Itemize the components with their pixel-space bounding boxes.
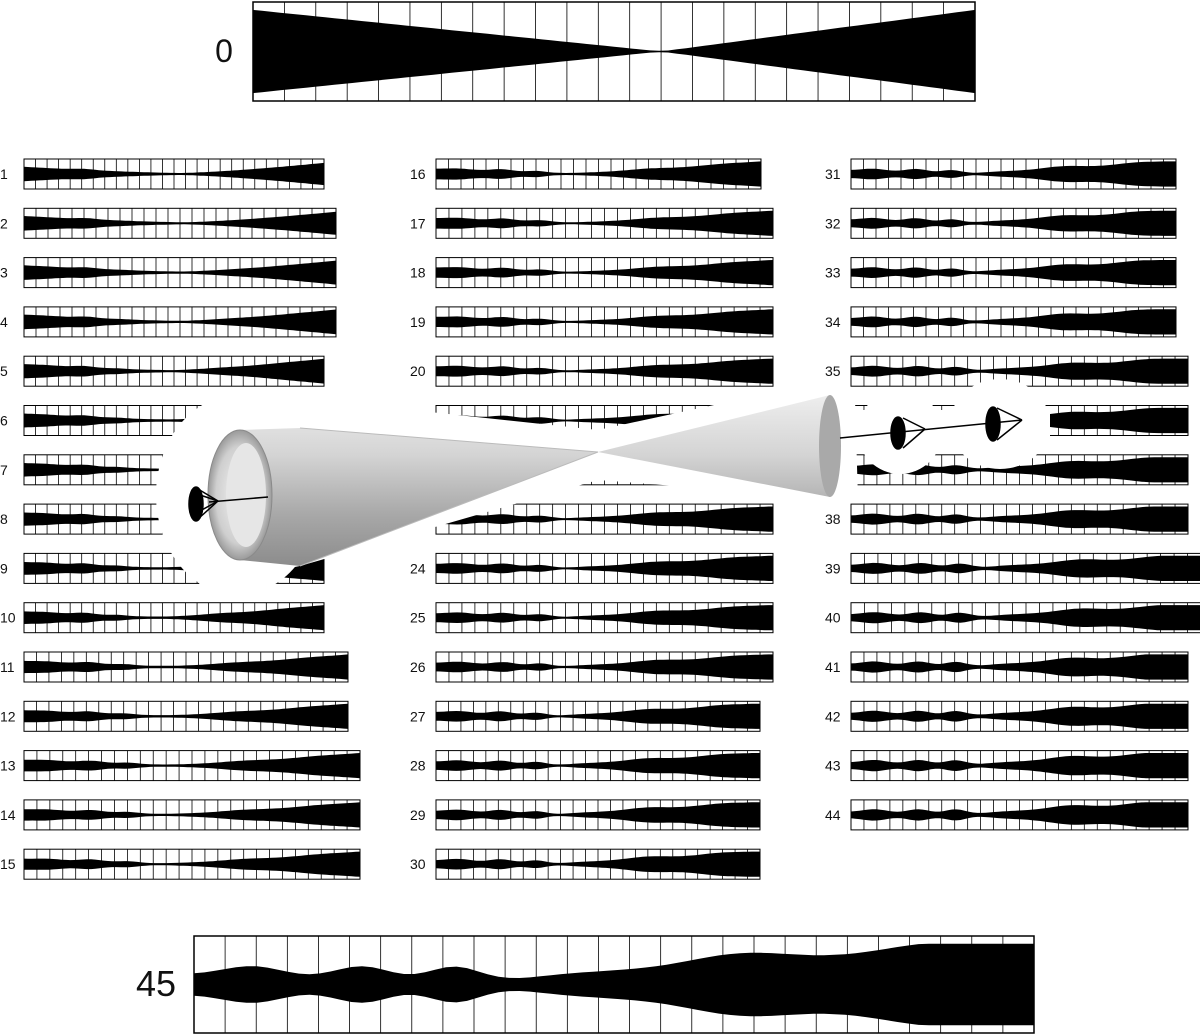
profile-38 [850,503,1189,535]
profile-label: 20 [410,363,426,379]
profile-33 [850,257,1177,289]
profile-16 [435,158,762,190]
profile-label: 3 [0,265,8,281]
profile-4 [23,306,337,338]
profile-label: 17 [410,215,426,231]
profile-label: 32 [825,215,841,231]
profile-44 [850,799,1189,831]
profile-3 [23,257,337,289]
profile-10 [23,602,325,634]
profile-1 [23,158,325,190]
profile-label: 6 [0,413,8,429]
profile-28 [435,750,761,782]
parachute-icon [839,406,1023,450]
profile-label: 41 [825,659,841,675]
profile-label: 45 [136,963,176,1004]
profile-0 [252,1,976,102]
profile-label: 25 [410,610,426,626]
profile-label: 12 [0,708,16,724]
profile-label: 4 [0,314,8,330]
profile-39 [850,552,1200,584]
profile-42 [850,700,1189,732]
profile-label: 30 [410,856,426,872]
profile-label: 44 [825,807,841,823]
profile-label: 15 [0,856,16,872]
profile-label: 9 [0,560,8,576]
profile-label: 13 [0,758,16,774]
profile-label: 33 [825,265,841,281]
profile-label: 2 [0,215,8,231]
profile-20 [435,355,774,387]
profile-label: 14 [0,807,16,823]
profile-label: 31 [825,166,841,182]
profile-label: 10 [0,610,16,626]
profile-label: 7 [0,462,8,478]
profile-label: 35 [825,363,841,379]
profile-19 [435,306,774,338]
profile-label: 38 [825,511,841,527]
parachute-icon [188,486,269,522]
profile-label: 40 [825,610,841,626]
profile-29 [435,799,761,831]
profile-label: 18 [410,265,426,281]
profile-15 [23,848,361,880]
profile-14 [23,799,361,831]
profile-label: 5 [0,363,8,379]
profile-25 [435,602,774,634]
profile-11 [23,651,349,683]
profile-13 [23,750,361,782]
profile-32 [850,207,1177,239]
profile-26 [435,651,774,683]
profile-40 [850,602,1200,634]
profile-label: 26 [410,659,426,675]
profile-label: 43 [825,758,841,774]
profile-label: 39 [825,560,841,576]
profile-45 [193,935,1035,1034]
profiles-layer [23,1,1200,1034]
profile-41 [850,651,1189,683]
profile-label: 11 [0,659,15,675]
profile-label: 19 [410,314,426,330]
profile-label: 0 [215,33,233,69]
profile-label: 27 [410,708,426,724]
profile-24 [435,552,774,584]
profile-label: 42 [825,708,841,724]
profile-31 [850,158,1177,190]
profile-35 [850,355,1189,387]
nozzle-icon [207,395,841,567]
profile-5 [23,355,325,387]
profile-34 [850,306,1177,338]
profile-label: 29 [410,807,426,823]
profile-17 [435,207,774,239]
profile-label: 24 [410,560,426,576]
profile-30 [435,848,761,880]
profile-label: 16 [410,166,426,182]
profile-43 [850,750,1189,782]
profile-27 [435,700,761,732]
profile-label: 34 [825,314,841,330]
profile-label: 8 [0,511,8,527]
profile-label: 28 [410,758,426,774]
profile-2 [23,207,337,239]
profile-12 [23,700,349,732]
profile-label: 1 [0,166,8,182]
profile-18 [435,257,774,289]
